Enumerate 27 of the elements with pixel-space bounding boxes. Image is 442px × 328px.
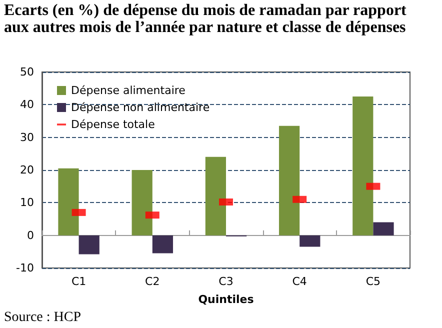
bar (152, 235, 174, 254)
x-tick-label: C4 (292, 275, 307, 288)
y-tick-label: -10 (16, 262, 34, 274)
y-tick-label: 30 (20, 130, 34, 144)
y-tick-label: 0 (27, 228, 34, 242)
bar (300, 235, 320, 247)
legend-label: Dépense alimentaire (71, 84, 186, 97)
y-tick-label: 40 (20, 98, 34, 112)
bar (373, 222, 394, 236)
source-note: Source : HCP (4, 310, 81, 326)
y-tick-label: 10 (20, 196, 34, 210)
x-tick-label: C5 (366, 275, 381, 288)
legend-label: Dépense non alimentaire (71, 101, 210, 114)
x-tick-label: C2 (145, 275, 160, 288)
bar (78, 235, 100, 254)
bar (58, 168, 79, 236)
legend-label: Dépense totale (71, 118, 156, 131)
y-tick-label: 20 (20, 164, 34, 176)
bar (278, 126, 300, 236)
y-tick-label: 50 (20, 66, 34, 78)
chart-title: Ecarts (en %) de dépense du mois de ramadan par rapport aux autres mois de l’année par nature et classe de dépenses (4, 2, 408, 36)
bar (132, 170, 152, 236)
bar (352, 96, 374, 236)
x-axis-title: Quintiles (198, 293, 254, 306)
bar (205, 156, 226, 236)
x-tick-label: C3 (218, 275, 234, 288)
x-tick-label: C1 (71, 275, 86, 288)
